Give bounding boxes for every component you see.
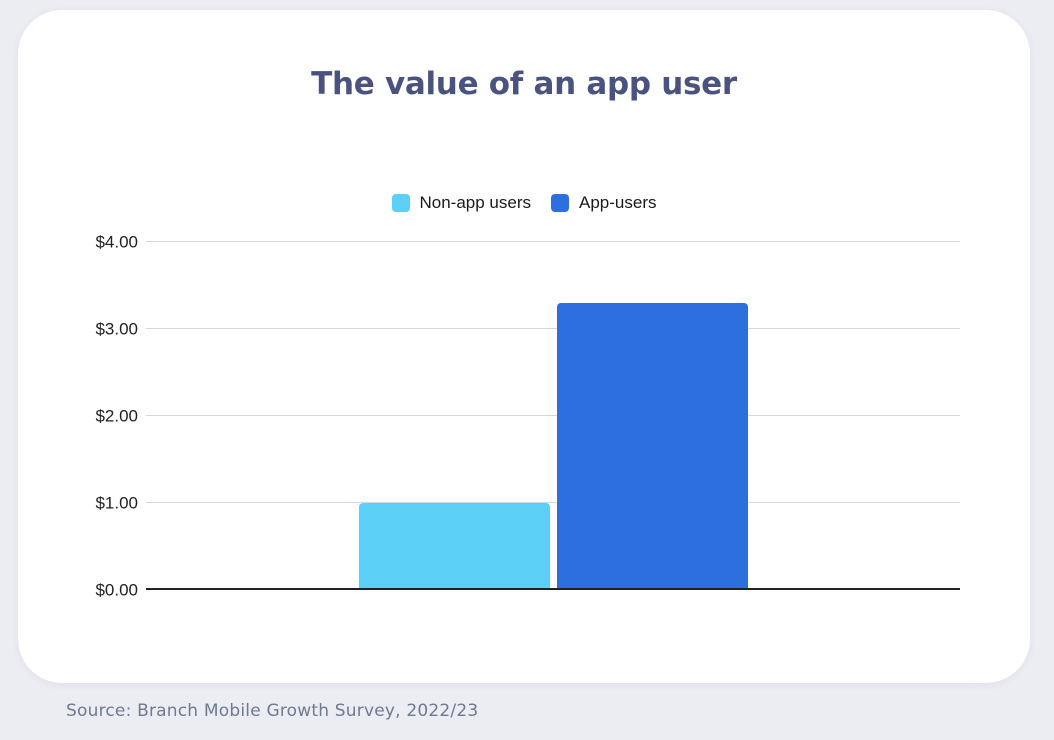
x-axis-baseline	[146, 588, 960, 590]
legend-item-non-app-users: Non-app users	[391, 193, 532, 213]
bar-app-users	[556, 302, 748, 590]
gridline	[146, 328, 960, 329]
y-axis-tick-label: $1.00	[95, 493, 138, 513]
legend-label-app-users: App-users	[579, 193, 657, 212]
legend-swatch-icon	[391, 194, 410, 212]
y-axis-tick-label: $4.00	[95, 232, 138, 252]
gridline	[146, 415, 960, 416]
y-axis-tick-label: $3.00	[95, 319, 138, 339]
chart-legend: Non-app users App-users	[18, 193, 1030, 213]
y-axis-tick-label: $0.00	[95, 580, 138, 600]
legend-item-app-users: App-users	[551, 193, 657, 213]
bars-group	[146, 242, 960, 590]
gridline	[146, 241, 960, 242]
legend-label-non-app-users: Non-app users	[419, 193, 532, 212]
plot-area: $0.00 $1.00 $2.00 $3.00 $4.00	[95, 234, 960, 599]
y-axis-tick-label: $2.00	[95, 406, 138, 426]
chart-card: The value of an app user Non-app users A…	[18, 10, 1030, 683]
legend-swatch-icon	[551, 194, 570, 212]
bar-non-app-users	[358, 503, 550, 590]
source-attribution: Source: Branch Mobile Growth Survey, 202…	[66, 701, 479, 721]
chart-title: The value of an app user	[311, 66, 737, 102]
gridline	[146, 502, 960, 503]
